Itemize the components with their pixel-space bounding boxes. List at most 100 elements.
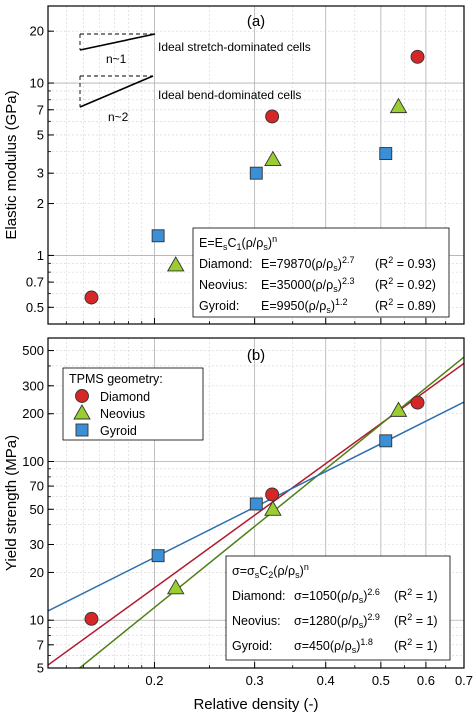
equation-b-gyroid-formula: σ=450(ρ/ρs)1.8	[294, 637, 373, 655]
equation-a-diamond-formula: E=79870(ρ/ρs)2.7	[261, 255, 354, 273]
legend-marker-gyroid	[75, 423, 89, 437]
y-tick-label: 3	[37, 166, 44, 181]
data-point-diamond	[410, 395, 425, 410]
panel-b: 5 7 10 20 30 50 70 100 200 300 500 0.2 0.3 0.4 0.5 0.6…	[3, 337, 473, 688]
x-tick-label: 0.5	[372, 673, 390, 688]
data-point-gyroid	[151, 229, 165, 243]
y-tick-label: 7	[37, 102, 44, 117]
data-point-diamond	[265, 109, 280, 124]
y-tick-label: 100	[22, 454, 44, 469]
y-axis-label-a: Elastic modulus (GPa)	[3, 90, 20, 239]
panel-label-b: (b)	[247, 347, 265, 364]
equation-a-neovius-r2: (R2 = 0.92)	[375, 276, 436, 292]
bend-triangle-guides	[79, 75, 153, 107]
y-tick-label: 10	[30, 613, 44, 628]
y-tick-label: 20	[30, 24, 44, 39]
bend-n-label: n~2	[108, 110, 129, 124]
y-axis-label-b: Yield strength (MPa)	[3, 435, 20, 571]
legend-label-neovius: Neovius	[100, 407, 145, 421]
x-tick-label: 0.3	[246, 673, 264, 688]
data-point-gyroid	[249, 497, 263, 511]
equation-a-neovius-formula: E=35000(ρ/ρs)2.3	[261, 276, 354, 294]
equation-box-a-frame	[192, 227, 450, 318]
x-ticks-a	[65, 318, 465, 324]
data-point-neovius	[389, 401, 408, 417]
x-tick-label: 0.2	[145, 673, 163, 688]
equation-b-gyroid-r2: (R2 = 1)	[394, 637, 438, 653]
equation-b-gyroid-name: Gyroid:	[232, 639, 272, 653]
equation-a-gyroid-formula: E=9950(ρ/ρs)1.2	[261, 297, 348, 315]
slope-inset: n~1 Ideal stretch-dominated cells n~2 Id…	[79, 33, 311, 124]
bend-slope-line	[79, 75, 154, 108]
y-tick-label: 10	[30, 76, 44, 91]
x-tick-label: 0.6	[417, 673, 435, 688]
data-point-gyroid	[379, 147, 393, 160]
x-tick-label: 0.4	[317, 673, 335, 688]
data-point-gyroid	[249, 166, 263, 180]
equation-a-gyroid-name: Gyroid:	[199, 299, 239, 313]
plot-frame-b	[47, 337, 465, 669]
stretch-label: Ideal stretch-dominated cells	[158, 40, 311, 54]
data-point-neovius	[264, 150, 282, 166]
y-tick-label: 5	[37, 127, 44, 142]
stretch-triangle-guides	[79, 33, 155, 50]
equation-box-b: σ=σsC2(ρ/ρs)n Diamond: σ=1050(ρ/ρs)2.6 (…	[225, 555, 451, 661]
y-tick-label: 30	[30, 537, 44, 552]
y-tick-label: 2	[37, 196, 44, 211]
y-tick-label: 0.5	[26, 300, 44, 315]
legend-markers	[73, 389, 91, 437]
stretch-n-label: n~1	[106, 52, 127, 66]
data-points-a	[84, 49, 425, 305]
data-point-neovius	[389, 97, 408, 114]
plot-frame-a	[47, 5, 465, 325]
equation-b-diamond-name: Diamond:	[232, 589, 286, 603]
equation-a-diamond-r2: (R2 = 0.93)	[375, 255, 436, 271]
panel-a: 0.5 0.7 1 2 3 5 7 10 20 (a) Elastic modulus (GPa…	[3, 5, 465, 325]
legend-title: TPMS geometry:	[69, 372, 163, 386]
legend-marker-neovius	[73, 404, 91, 420]
legend-marker-diamond	[75, 389, 89, 403]
equation-b-neovius-r2: (R2 = 1)	[394, 612, 438, 628]
data-point-neovius	[264, 500, 282, 516]
equation-a-diamond-name: Diamond:	[199, 257, 253, 271]
equation-a-neovius-name: Neovius:	[199, 278, 248, 292]
data-point-gyroid	[151, 549, 165, 563]
stretch-slope-line	[79, 33, 156, 51]
equation-b-diamond-formula: σ=1050(ρ/ρs)2.6	[294, 587, 380, 605]
equation-b-header: σ=σsC2(ρ/ρs)n	[232, 562, 309, 580]
equation-b-diamond-r2: (R2 = 1)	[394, 587, 438, 603]
data-point-gyroid	[379, 434, 393, 448]
x-axis-label: Relative density (-)	[193, 696, 318, 713]
legend: TPMS geometry: Diamond Neovius Gyroid	[62, 367, 204, 441]
y-ticks-b: 5 7 10 20 30 50 70 100 200 300 500	[22, 337, 54, 676]
data-point-neovius	[166, 578, 185, 595]
y-tick-label: 1	[37, 248, 44, 263]
x-ticks-b: 0.2 0.3 0.4 0.5 0.6 0.7	[65, 662, 473, 688]
y-tick-label: 20	[30, 565, 44, 580]
y-tick-label: 300	[22, 378, 44, 393]
x-tick-label: 0.7	[455, 673, 473, 688]
data-point-diamond	[84, 611, 99, 626]
y-tick-label: 200	[22, 406, 44, 421]
data-point-diamond	[84, 290, 99, 305]
equation-box-a: E=EsC1(ρ/ρs)n Diamond: E=79870(ρ/ρs)2.7 …	[192, 227, 450, 318]
data-point-diamond	[410, 49, 425, 64]
y-tick-label: 50	[30, 502, 44, 517]
y-tick-label: 5	[37, 661, 44, 676]
equation-a-gyroid-r2: (R2 = 0.89)	[375, 297, 436, 313]
bend-label: Ideal bend-dominated cells	[158, 88, 301, 102]
equation-b-neovius-name: Neovius:	[232, 614, 281, 628]
equation-box-b-frame	[225, 555, 451, 661]
equation-b-neovius-formula: σ=1280(ρ/ρs)2.9	[294, 612, 380, 630]
panel-label-a: (a)	[247, 13, 265, 30]
y-tick-label: 7	[37, 637, 44, 652]
y-ticks-a: 0.5 0.7 1 2 3 5 7 10 20	[26, 24, 54, 325]
y-tick-label: 500	[22, 343, 44, 358]
legend-label-gyroid: Gyroid	[100, 424, 137, 438]
data-points-b	[84, 395, 425, 626]
data-point-diamond	[265, 487, 280, 502]
equation-a-header: E=EsC1(ρ/ρs)n	[199, 234, 277, 252]
y-tick-label: 0.7	[26, 275, 44, 290]
legend-label-diamond: Diamond	[100, 390, 150, 404]
